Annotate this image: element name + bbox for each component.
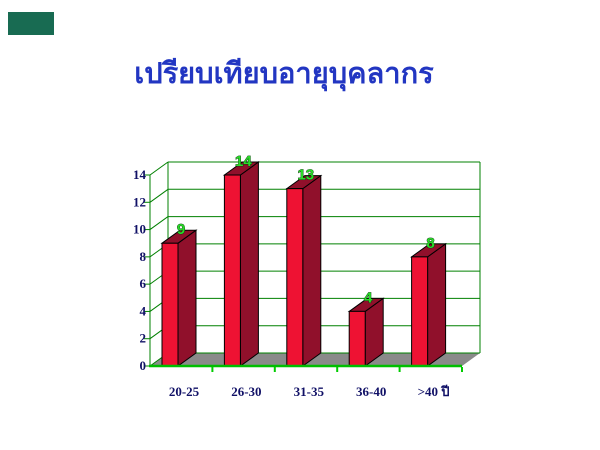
- y-tick-label: 12: [133, 194, 146, 209]
- gridline-wall-segment: [149, 216, 169, 230]
- y-tick-label: 8: [140, 249, 147, 264]
- x-category-label: 31-35: [294, 384, 325, 399]
- bar-value-label: 14: [235, 153, 252, 170]
- bar-value-label: 4: [364, 289, 373, 306]
- y-tick-label: 0: [140, 358, 147, 373]
- chart-title: เปรียบเทียบอายุบุคลากร: [134, 58, 434, 90]
- y-tick-label: 10: [133, 222, 146, 237]
- y-tick-label: 2: [140, 331, 147, 346]
- gridline-wall-segment: [149, 161, 169, 176]
- y-tick-label: 6: [140, 276, 147, 291]
- bar-front-face: [411, 256, 429, 367]
- gridline-wall-segment: [149, 188, 169, 203]
- x-category-label: 26-30: [231, 384, 261, 399]
- bar-side-face: [427, 242, 447, 367]
- x-category-label: 20-25: [169, 384, 200, 399]
- x-category-label: 36-40: [356, 384, 386, 399]
- bar-side-face: [302, 174, 322, 367]
- bar-value-label: 9: [177, 221, 185, 238]
- bar-front-face: [223, 174, 241, 367]
- bar-value-label: 13: [297, 167, 314, 184]
- bar-front-face: [286, 188, 304, 367]
- bar-value-label: 8: [426, 235, 434, 252]
- bar-side-face: [239, 161, 259, 367]
- bar-front-face: [348, 310, 366, 367]
- x-category-label: >40 ปี: [418, 384, 450, 399]
- slide-accent-bar: [8, 12, 54, 35]
- bar-front-face: [161, 242, 179, 367]
- bar-side-face: [177, 229, 197, 367]
- y-tick-label: 4: [140, 303, 147, 318]
- y-tick-label: 14: [133, 167, 147, 182]
